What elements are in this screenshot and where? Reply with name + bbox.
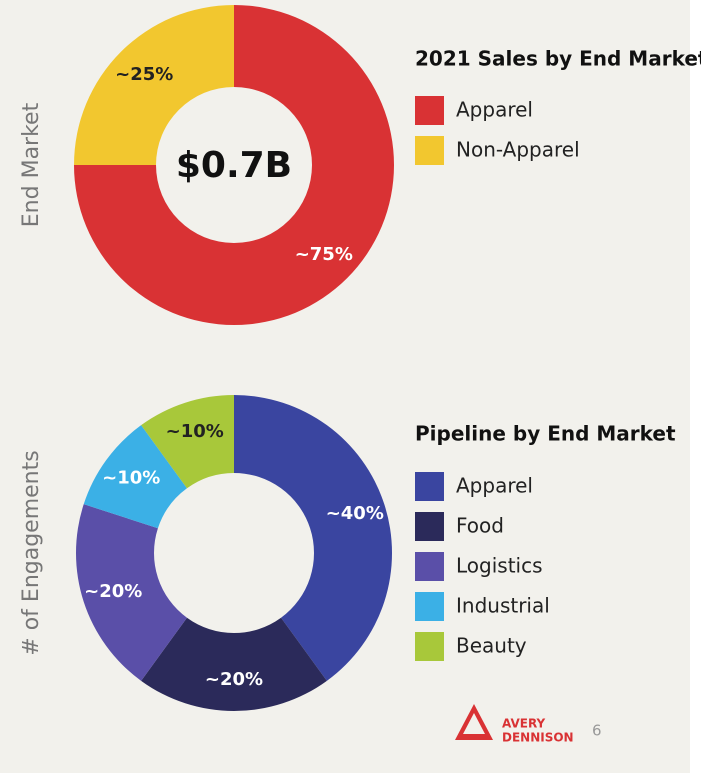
legend-swatch <box>415 512 444 541</box>
slice-label: ~10% <box>102 467 160 488</box>
slice-label: ~75% <box>295 244 353 265</box>
legend-label: Logistics <box>456 554 543 578</box>
slice <box>83 425 187 529</box>
legend-label: Apparel <box>456 98 533 122</box>
legend-swatch <box>415 592 444 621</box>
legend-swatch <box>415 136 444 165</box>
slice <box>141 617 327 712</box>
logo-text: DENNISON <box>502 731 574 745</box>
slice-label: ~40% <box>326 503 384 524</box>
slice <box>74 5 234 165</box>
slice <box>75 504 187 681</box>
center-label: $0.7B <box>176 145 292 186</box>
chart-title: Pipeline by End Market <box>415 422 676 446</box>
legend-label: Non-Apparel <box>456 138 580 162</box>
legend-swatch <box>415 552 444 581</box>
legend-label: Apparel <box>456 474 533 498</box>
legend-swatch <box>415 96 444 125</box>
slice-label: ~20% <box>84 581 142 602</box>
slice <box>74 5 394 325</box>
legend-swatch <box>415 632 444 661</box>
slice-label: ~10% <box>166 421 224 442</box>
logo-text: AVERY <box>502 717 546 731</box>
slice <box>141 395 234 489</box>
slice <box>234 395 392 681</box>
legend-swatch <box>415 472 444 501</box>
y-axis-label: End Market <box>19 102 44 227</box>
slice-label: ~20% <box>205 669 263 690</box>
logo: AVERY DENNISON <box>455 704 574 745</box>
legend-label: Industrial <box>456 594 550 618</box>
y-axis-label: # of Engagements <box>19 450 44 655</box>
legend-label: Beauty <box>456 634 527 658</box>
legend-label: Food <box>456 514 504 538</box>
logo-mark <box>455 704 493 740</box>
chart-title: 2021 Sales by End Market <box>415 47 701 71</box>
slice-label: ~25% <box>115 64 173 85</box>
page-number: 6 <box>592 722 602 740</box>
